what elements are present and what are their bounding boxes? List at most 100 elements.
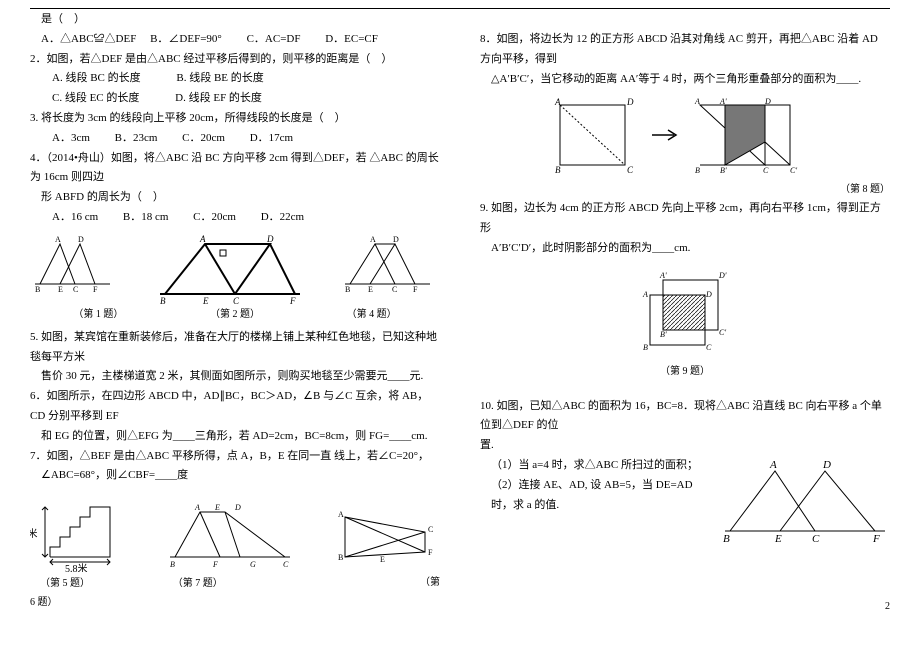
- svg-text:B: B: [643, 343, 648, 352]
- svg-text:D': D': [718, 271, 727, 280]
- arrow-icon: [650, 125, 680, 145]
- fig2-label: （第 2 题）: [210, 306, 260, 324]
- svg-text:D: D: [266, 234, 274, 244]
- page-number: 2: [885, 598, 890, 616]
- fig-q7-diagram: A E D B F G C: [165, 502, 295, 572]
- right-column: 8．如图，将边长为 12 的正方形 ABCD 沿其对角线 AC 剪开，再把△AB…: [480, 10, 890, 612]
- svg-text:A': A': [659, 271, 667, 280]
- q3-opts: A．3cm B．23cm C．20cm D．17cm: [30, 129, 440, 149]
- svg-text:F: F: [93, 285, 98, 294]
- svg-text:E: E: [368, 285, 373, 294]
- svg-text:F: F: [289, 296, 296, 304]
- q1-opt-d: D．EC=CF: [325, 33, 378, 45]
- svg-text:A: A: [769, 459, 777, 471]
- q3-opt-a: A．3cm: [52, 132, 90, 144]
- svg-text:B: B: [723, 533, 730, 545]
- figure-row-2: 2.6米 5.8米 A E D B F G C A C B F E: [30, 492, 440, 572]
- svg-text:F: F: [413, 285, 418, 294]
- q7-l1: 7．如图，△BEF 是由△ABC 平移所得，点 A，B，E 在同一直 线上，若∠…: [30, 447, 440, 467]
- q8-l1: 8．如图，将边长为 12 的正方形 ABCD 沿其对角线 AC 剪开，再把△AB…: [480, 30, 890, 70]
- fig-d-label: （第: [420, 574, 440, 592]
- q1-opt-c: C．AC=DF: [247, 33, 301, 45]
- svg-text:B: B: [170, 560, 175, 569]
- fig-labels-1: （第 1 题） （第 2 题） （第 4 题）: [30, 306, 440, 324]
- fig-q8-right: A A' D B B' C C': [690, 95, 820, 175]
- q3-opt-b: B．23cm: [115, 132, 158, 144]
- fig-q1: AD BE CF: [30, 234, 120, 294]
- q2-opt-b: B. 线段 BE 的长度: [176, 72, 263, 84]
- q4-opts: A．16 cm B．18 cm C．20cm D．22cm: [30, 208, 440, 228]
- svg-text:C: C: [627, 165, 634, 175]
- q10-l1: 10. 如图，已知△ABC 的面积为 16，BC=8．现将△ABC 沿直线 BC…: [480, 397, 890, 437]
- svg-text:C: C: [706, 343, 712, 352]
- q4-opt-c: C．20cm: [193, 211, 236, 223]
- svg-text:B: B: [338, 553, 343, 562]
- q9-l1: 9. 如图，边长为 4cm 的正方形 ABCD 先向上平移 2cm，再向右平移 …: [480, 199, 890, 239]
- fig-q6-diagram: AC BF E: [330, 502, 440, 572]
- q8-label: （第 8 题）: [480, 181, 890, 199]
- svg-text:C': C': [719, 328, 726, 337]
- svg-text:E: E: [774, 533, 782, 545]
- q9-l2: A′B′C′D′，此时阴影部分的面积为____cm.: [480, 239, 890, 259]
- fig-q2: A D B E C F: [155, 234, 305, 304]
- svg-text:C: C: [283, 560, 289, 569]
- q4-text: 4．（2014•舟山）如图，将△ABC 沿 BC 方向平移 2cm 得到△DEF…: [30, 149, 440, 189]
- q2-text: 2．如图，若△DEF 是由△ABC 经过平移后得到的，则平移的距离是（ ）: [30, 50, 440, 70]
- svg-text:A: A: [199, 234, 206, 244]
- q1-options: A．△ABC≌△DEF B．∠DEF=90° C．AC=DF D．EC=CF: [30, 30, 440, 50]
- q10-l2: 置.: [480, 436, 890, 456]
- q6-l2: 和 EG 的位置，则△EFG 为____三角形，若 AD=2cm，BC=8cm，…: [30, 427, 440, 447]
- svg-text:C: C: [233, 296, 240, 304]
- fig-q10: A D B E C F: [720, 456, 890, 546]
- fig5-label-part2: （第 5 题）: [40, 575, 130, 593]
- q4-opt-a: A．16 cm: [52, 211, 98, 223]
- svg-text:A': A': [719, 97, 727, 106]
- fig-q8: A D B C A A' D B B' C C': [480, 95, 890, 175]
- fig1-label: （第 1 题）: [73, 306, 123, 324]
- fig7-label: （第 7 题）: [133, 575, 263, 593]
- svg-text:C': C': [790, 166, 797, 175]
- svg-text:A: A: [370, 235, 376, 244]
- svg-text:E: E: [58, 285, 63, 294]
- svg-text:C: C: [763, 166, 769, 175]
- svg-text:E: E: [214, 503, 220, 512]
- q4-opt-d: D．22cm: [261, 211, 304, 223]
- svg-text:A: A: [694, 97, 700, 106]
- q3-opt-d: D．17cm: [250, 132, 293, 144]
- q5-l2: 售价 30 元，主楼梯道宽 2 米，其侧面如图所示，则购买地毯至少需要元____…: [30, 367, 440, 387]
- q10-body: （1）当 a=4 时，求△ABC 所扫过的面积； （2）连接 AE、AD, 设 …: [480, 456, 890, 546]
- svg-text:C: C: [73, 285, 78, 294]
- fig-labels-2: （第 5 题） （第 7 题） （第: [30, 574, 440, 594]
- svg-text:D: D: [78, 235, 84, 244]
- svg-text:A: A: [642, 290, 648, 299]
- q8-l2: △A′B′C′，当它移动的距离 AA′等于 4 时，两个三角形重叠部分的面积为_…: [480, 70, 890, 90]
- q2-opts-row2: C. 线段 EC 的长度 D. 线段 EF 的长度: [30, 89, 440, 109]
- q10-s2: （2）连接 AE、AD, 设 AB=5，当 DE=AD 时，求 a 的值.: [480, 476, 710, 516]
- q3-opt-c: C．20cm: [182, 132, 225, 144]
- svg-text:C: C: [392, 285, 397, 294]
- left-column: 是（ ） A．△ABC≌△DEF B．∠DEF=90° C．AC=DF D．EC…: [30, 10, 440, 612]
- svg-text:2.6米: 2.6米: [30, 527, 38, 540]
- svg-text:F: F: [872, 533, 880, 545]
- svg-text:B': B': [660, 330, 667, 339]
- svg-text:D: D: [626, 97, 634, 107]
- svg-text:B: B: [555, 165, 561, 175]
- q10-s1: （1）当 a=4 时，求△ABC 所扫过的面积；: [480, 456, 710, 476]
- q6-l1: 6．如图所示，在四边形 ABCD 中，AD∥BC，BC＞AD，∠B 与∠C 互余…: [30, 387, 440, 427]
- q4-cont: 形 ABFD 的周长为（ ）: [30, 188, 440, 208]
- fig-q4: AD BE CF: [340, 234, 440, 294]
- fig6-label: 6 题）: [30, 594, 440, 612]
- q2-opts-row1: A. 线段 BC 的长度 B. 线段 BE 的长度: [30, 69, 440, 89]
- q9-label: （第 9 题）: [480, 363, 890, 381]
- svg-text:5.8米: 5.8米: [65, 562, 88, 572]
- q1-opt-a: A．△ABC≌△DEF: [41, 33, 136, 45]
- svg-text:B: B: [35, 285, 40, 294]
- q7-l2: ∠ABC=68°，则∠CBF=____度: [30, 466, 440, 486]
- svg-text:A: A: [338, 510, 344, 519]
- fig-q5: 2.6米 5.8米: [30, 492, 130, 572]
- svg-text:C: C: [812, 533, 820, 545]
- q1-opt-b: B．∠DEF=90°: [150, 33, 222, 45]
- svg-text:A: A: [554, 97, 561, 107]
- svg-text:G: G: [250, 560, 256, 569]
- svg-text:F: F: [428, 548, 433, 557]
